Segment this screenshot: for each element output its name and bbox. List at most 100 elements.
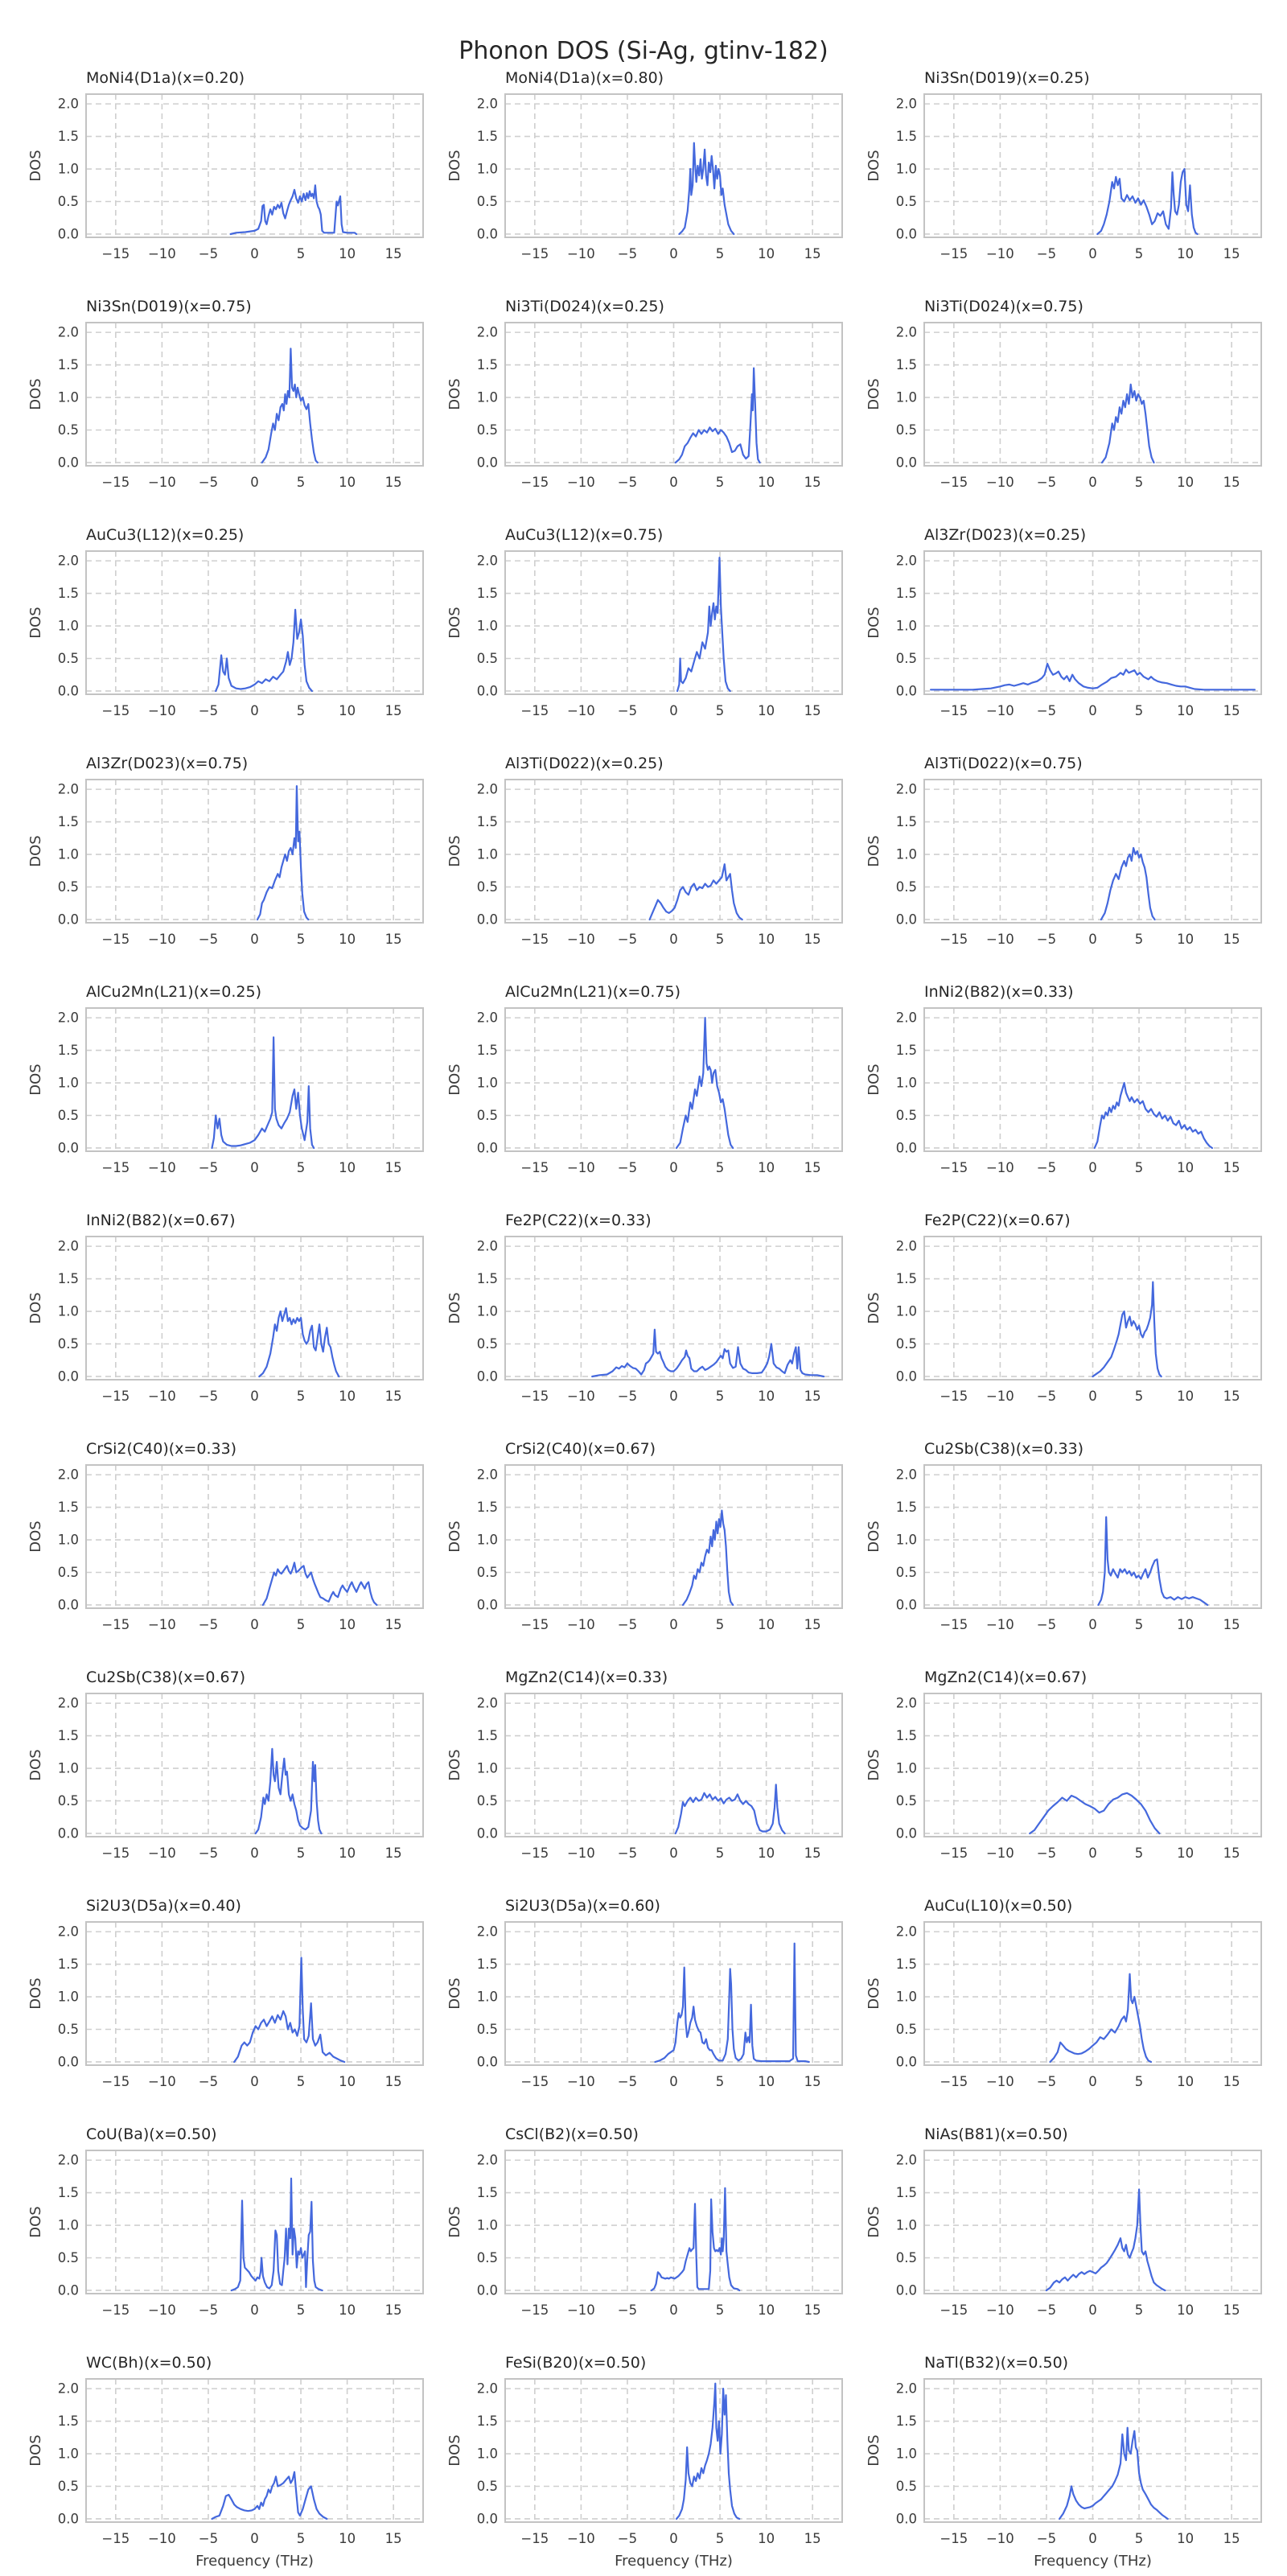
x-tick-label: 0 <box>669 475 678 490</box>
x-tick-label: −5 <box>618 703 637 718</box>
x-tick-label: −5 <box>199 246 218 261</box>
x-tick-label: 10 <box>339 2074 356 2089</box>
subplot-title: Ni3Ti(D024)(x=0.75) <box>924 298 1083 315</box>
x-tick-label: −10 <box>148 475 176 490</box>
y-tick-label: 1.0 <box>58 1076 79 1091</box>
y-tick-label: 1.5 <box>477 357 498 372</box>
x-tick-label: 15 <box>804 932 821 947</box>
x-tick-label: −5 <box>618 2531 637 2546</box>
x-tick-label: 5 <box>1135 1846 1144 1861</box>
x-tick-label: −5 <box>1037 475 1056 490</box>
y-tick-label: 2.0 <box>896 2381 917 2397</box>
subplot-cell: Al3Zr(D023)(x=0.25) 0.0 0.5 1.0 1.5 2.0 −15 −10… <box>861 516 1280 745</box>
x-tick-label: −5 <box>1037 1160 1056 1175</box>
y-tick-label: 0.0 <box>477 1597 498 1612</box>
x-tick-label: −15 <box>940 2302 968 2318</box>
y-tick-label: 1.5 <box>477 2413 498 2429</box>
y-tick-label: 2.0 <box>477 1010 498 1026</box>
subplot-cell: CsCl(B2)(x=0.50) 0.0 0.5 1.0 1.5 2.0 −15 −10 −5 0… <box>442 2116 861 2344</box>
y-tick-label: 1.0 <box>896 1076 917 1091</box>
y-tick-label: 1.5 <box>896 129 917 144</box>
y-tick-label: 0.5 <box>477 2022 498 2037</box>
x-tick-label: 5 <box>297 1160 306 1175</box>
y-tick-label: 1.5 <box>477 1957 498 1972</box>
y-axis-label: DOS <box>27 1749 44 1780</box>
x-tick-label: 5 <box>1135 2302 1144 2318</box>
y-tick-label: 0.0 <box>896 2282 917 2298</box>
y-tick-label: 1.0 <box>477 1533 498 1548</box>
dos-curve <box>1092 1281 1162 1378</box>
subplot-title: AuCu3(L12)(x=0.25) <box>86 526 244 544</box>
x-tick-label: 15 <box>1223 475 1240 490</box>
x-tick-label: 10 <box>758 932 775 947</box>
y-tick-label: 2.0 <box>58 1696 79 1711</box>
x-tick-label: −10 <box>986 246 1014 261</box>
subplot-title: Al3Zr(D023)(x=0.25) <box>924 526 1086 544</box>
x-tick-label: 10 <box>758 1160 775 1175</box>
y-tick-label: 0.0 <box>896 455 917 470</box>
axes-spine <box>85 322 424 467</box>
x-tick-label: 15 <box>1223 2074 1240 2089</box>
subplot-title: InNi2(B82)(x=0.33) <box>924 983 1074 1001</box>
x-tick-label: −10 <box>986 2074 1014 2089</box>
y-tick-label: 2.0 <box>477 97 498 112</box>
dos-subplot: Al3Zr(D023)(x=0.25) 0.0 0.5 1.0 1.5 2.0 −15 −10… <box>866 526 1262 718</box>
y-tick-label: 2.0 <box>477 325 498 340</box>
y-tick-label: 1.5 <box>58 1043 79 1058</box>
y-tick-label: 2.0 <box>58 782 79 797</box>
y-axis-label: DOS <box>446 378 463 409</box>
y-axis-label: DOS <box>27 378 44 409</box>
x-tick-label: 5 <box>297 2302 306 2318</box>
x-tick-label: 10 <box>1177 2074 1194 2089</box>
x-tick-label: −15 <box>101 1160 130 1175</box>
dos-subplot: Al3Zr(D023)(x=0.75) 0.0 0.5 1.0 1.5 2.0 −15 −10… <box>27 755 424 947</box>
y-tick-label: 2.0 <box>58 2153 79 2168</box>
x-tick-label: −10 <box>567 475 595 490</box>
x-tick-label: 0 <box>1088 1160 1097 1175</box>
axes-spine <box>923 779 1262 924</box>
x-tick-label: −15 <box>520 932 549 947</box>
axes-spine <box>923 1921 1262 2066</box>
y-tick-label: 1.5 <box>477 1271 498 1286</box>
subplot-title: Ni3Ti(D024)(x=0.25) <box>505 298 664 315</box>
x-tick-label: −15 <box>940 703 968 718</box>
y-tick-label: 0.0 <box>58 2054 79 2069</box>
x-tick-label: 10 <box>339 475 356 490</box>
x-tick-label: −15 <box>940 1846 968 1861</box>
x-tick-label: 0 <box>669 1846 678 1861</box>
x-tick-label: 5 <box>716 246 725 261</box>
dos-subplot: Al3Ti(D022)(x=0.75) 0.0 0.5 1.0 1.5 2.0 −15 −10… <box>866 755 1262 947</box>
x-tick-label: −5 <box>618 1160 637 1175</box>
x-tick-label: −5 <box>199 1617 218 1632</box>
y-tick-label: 2.0 <box>477 1467 498 1483</box>
y-tick-label: 1.5 <box>896 357 917 372</box>
y-tick-label: 2.0 <box>896 97 917 112</box>
x-tick-label: −5 <box>1037 1846 1056 1861</box>
x-tick-label: −5 <box>1037 1617 1056 1632</box>
subplot-title: Si2U3(D5a)(x=0.60) <box>505 1897 660 1915</box>
dos-curve <box>229 184 358 236</box>
y-axis-label: DOS <box>27 1520 44 1552</box>
x-tick-label: 0 <box>1088 246 1097 261</box>
x-tick-label: 5 <box>297 475 306 490</box>
dos-subplot: MoNi4(D1a)(x=0.20) 0.0 0.5 1.0 1.5 2.0 −15 −10 −… <box>27 69 424 261</box>
x-tick-label: 0 <box>250 703 259 718</box>
x-tick-label: 15 <box>1223 2302 1240 2318</box>
y-tick-label: 2.0 <box>896 1467 917 1483</box>
y-tick-label: 0.5 <box>58 1565 79 1580</box>
y-axis-label: DOS <box>866 1749 882 1780</box>
axes-spine <box>85 1236 424 1381</box>
y-tick-label: 1.0 <box>477 847 498 862</box>
y-tick-label: 1.5 <box>58 2413 79 2429</box>
y-tick-label: 2.0 <box>896 1239 917 1254</box>
subplot-cell: Ni3Ti(D024)(x=0.75) 0.0 0.5 1.0 1.5 2.0 −15 −10… <box>861 288 1280 516</box>
x-tick-label: 10 <box>339 1389 356 1404</box>
x-tick-label: 0 <box>669 246 678 261</box>
axes-spine <box>504 779 843 924</box>
x-tick-label: 0 <box>1088 2074 1097 2089</box>
x-tick-label: −10 <box>148 1617 176 1632</box>
y-tick-label: 0.5 <box>58 2022 79 2037</box>
subplot-title: Cu2Sb(C38)(x=0.67) <box>86 1669 245 1686</box>
y-axis-label: DOS <box>866 1292 882 1323</box>
axes-spine <box>504 1464 843 1609</box>
